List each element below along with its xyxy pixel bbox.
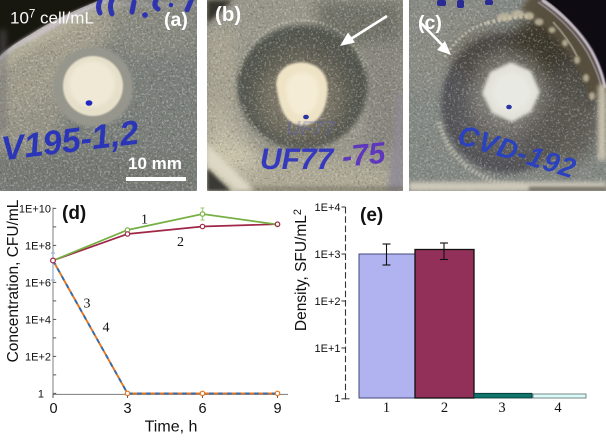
- svg-text:3: 3: [123, 401, 131, 417]
- svg-text:1E+4: 1E+4: [315, 202, 341, 214]
- svg-text:-75: -75: [340, 136, 388, 173]
- svg-text:0: 0: [49, 401, 57, 417]
- svg-text:UF77: UF77: [260, 143, 335, 176]
- svg-text:1E+6: 1E+6: [25, 277, 51, 289]
- svg-text:10 mm: 10 mm: [128, 154, 182, 173]
- svg-text:9: 9: [273, 401, 281, 417]
- svg-text:1: 1: [334, 393, 340, 405]
- svg-text:1E+2: 1E+2: [315, 296, 341, 308]
- svg-text:(d): (d): [62, 203, 86, 224]
- svg-text:4: 4: [103, 321, 110, 336]
- svg-text:3: 3: [498, 400, 505, 416]
- svg-text:Time, h: Time, h: [145, 419, 198, 436]
- svg-text:(a): (a): [164, 9, 188, 31]
- svg-text:1: 1: [383, 400, 390, 416]
- svg-text:1: 1: [38, 388, 44, 400]
- svg-text:6: 6: [198, 401, 206, 417]
- svg-text:1E+4: 1E+4: [25, 314, 51, 326]
- svg-text:1E+8: 1E+8: [25, 240, 51, 252]
- svg-text:1E+2: 1E+2: [25, 351, 51, 363]
- svg-text:2: 2: [441, 400, 448, 416]
- svg-text:(e): (e): [360, 205, 383, 226]
- svg-text:(b): (b): [215, 3, 241, 26]
- svg-text:1: 1: [141, 213, 148, 228]
- svg-text:2: 2: [177, 235, 184, 250]
- svg-text:Concentration, CFU/mL: Concentration, CFU/mL: [5, 199, 22, 362]
- svg-text:(c): (c): [418, 12, 442, 34]
- svg-text:4: 4: [554, 400, 562, 416]
- svg-text:1E+10: 1E+10: [19, 203, 51, 215]
- svg-text:1E+3: 1E+3: [315, 249, 341, 261]
- svg-text:107 cell/mL: 107 cell/mL: [10, 9, 94, 28]
- svg-text:Density, SFU/mL2: Density, SFU/mL2: [292, 209, 310, 331]
- svg-text:1E+1: 1E+1: [315, 343, 341, 355]
- svg-text:3: 3: [84, 297, 91, 312]
- svg-text:UF77: UF77: [286, 118, 336, 140]
